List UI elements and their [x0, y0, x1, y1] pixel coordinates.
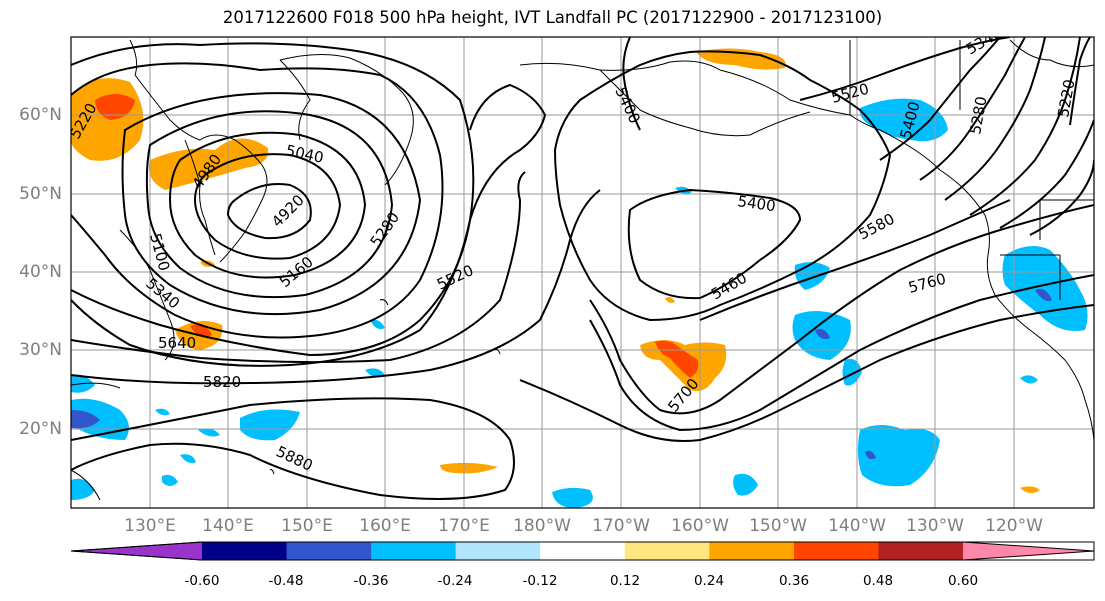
- colorbar-swatch: [371, 542, 457, 560]
- colorbar-tick-label: 0.36: [778, 573, 810, 589]
- map-title: 2017122600 F018 500 hPa height, IVT Land…: [222, 8, 883, 27]
- lon-label: 180°W: [513, 516, 571, 536]
- lat-label: 50°N: [19, 184, 62, 204]
- colorbar: [70, 541, 1095, 561]
- lon-label: 170°E: [438, 516, 490, 536]
- colorbar-tick-label: -0.60: [184, 573, 220, 589]
- colorbar-left-extension: [71, 542, 202, 560]
- colorbar-swatch: [455, 542, 541, 560]
- lat-label: 40°N: [19, 262, 62, 282]
- lon-label: 160°W: [671, 516, 729, 536]
- lon-label: 150°W: [749, 516, 807, 536]
- contour-label: 5640: [158, 334, 196, 352]
- colorbar-swatch: [286, 542, 372, 560]
- lon-label: 170°W: [592, 516, 650, 536]
- graticule: [71, 37, 1094, 508]
- lat-label: 20°N: [19, 419, 62, 439]
- colorbar-swatch: [624, 542, 710, 560]
- lon-label: 140°E: [202, 516, 254, 536]
- colorbar-tick-label: 0.12: [609, 573, 641, 589]
- colorbar-tick-label: 0.24: [693, 573, 725, 589]
- colorbar-swatch: [709, 542, 795, 560]
- lat-label: 60°N: [19, 105, 62, 125]
- lon-label: 150°E: [281, 516, 333, 536]
- lon-label: 160°E: [359, 516, 411, 536]
- plot-frame: [70, 36, 1095, 509]
- colorbar-tick-label: 0.60: [947, 573, 979, 589]
- lon-label: 130°E: [124, 516, 176, 536]
- colorbar-tick-label: -0.24: [437, 573, 473, 589]
- colorbar-swatch: [878, 542, 964, 560]
- contour-label: 5820: [203, 373, 241, 391]
- lon-label: 140°W: [828, 516, 886, 536]
- contour-label: 5400: [736, 192, 776, 215]
- colorbar-right-extension: [963, 542, 1094, 560]
- negative-ivt-shading: [71, 98, 1088, 508]
- height-contours: [71, 37, 1094, 500]
- lat-label: 30°N: [19, 340, 62, 360]
- colorbar-swatch: [202, 542, 288, 560]
- colorbar-tick-label: 0.48: [862, 573, 894, 589]
- lon-label: 130°W: [906, 516, 964, 536]
- lon-label: 120°W: [985, 516, 1043, 536]
- colorbar-swatch: [540, 542, 626, 560]
- map-plot-area: 5220 5040 4980 4920 5100 5160 5280 5340 …: [71, 37, 1094, 508]
- colorbar-swatch: [793, 542, 879, 560]
- colorbar-tick-label: -0.12: [522, 573, 558, 589]
- colorbar-tick-label: -0.48: [268, 573, 304, 589]
- colorbar-tick-label: -0.36: [353, 573, 389, 589]
